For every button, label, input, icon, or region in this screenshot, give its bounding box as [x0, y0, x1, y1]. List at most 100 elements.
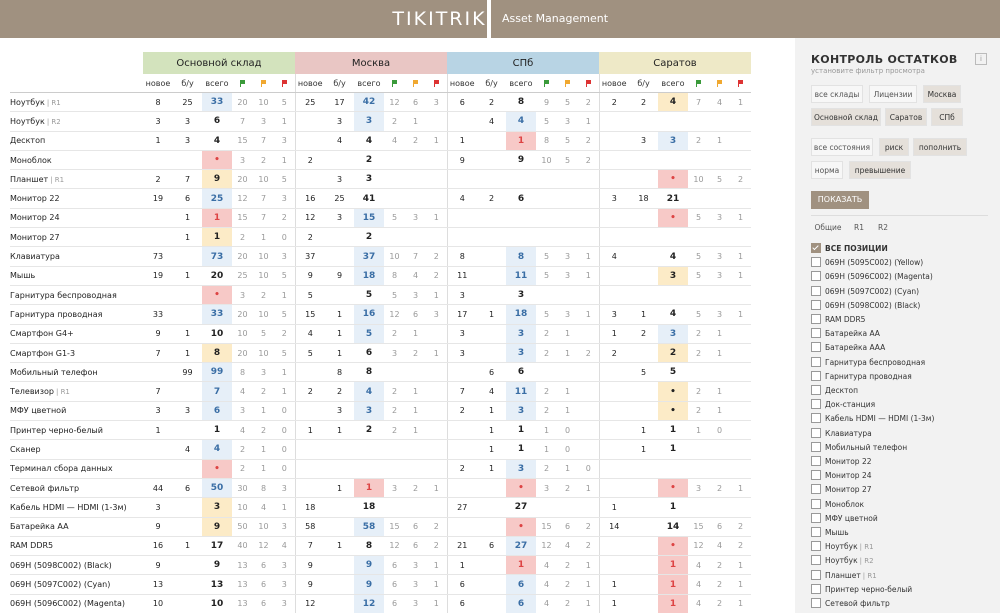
total-count[interactable]: 6	[506, 594, 536, 613]
row-name[interactable]: Телевизор | R1	[10, 381, 143, 402]
green-flag-icon[interactable]	[696, 79, 701, 87]
sub-header-б/у[interactable]: б/у	[477, 74, 506, 93]
status-chip[interactable]: превышение	[849, 161, 911, 179]
total-count[interactable]: 33	[202, 92, 232, 113]
row-name[interactable]: Монитор 24	[10, 208, 143, 229]
total-count[interactable]: 73	[202, 246, 232, 267]
checkbox[interactable]	[811, 385, 821, 395]
total-count[interactable]: 3	[506, 343, 536, 364]
sub-header-новое[interactable]: новое	[294, 74, 325, 93]
total-count[interactable]: 6	[506, 574, 536, 595]
checkbox[interactable]	[811, 342, 821, 353]
total-count[interactable]: 1	[202, 420, 232, 441]
row-name[interactable]: Сканер	[10, 439, 143, 460]
checkbox[interactable]	[811, 498, 821, 509]
total-count[interactable]: 3	[658, 324, 688, 344]
sub-header-всего[interactable]: всего	[506, 74, 536, 93]
checkbox[interactable]	[811, 370, 821, 381]
checkbox[interactable]	[811, 285, 821, 296]
filter-item[interactable]: Принтер черно-белый	[811, 583, 912, 597]
green-flag-icon[interactable]	[240, 79, 245, 87]
total-count[interactable]: 1	[658, 420, 688, 441]
total-count[interactable]	[354, 459, 384, 479]
total-count[interactable]: 99	[202, 362, 232, 383]
total-count[interactable]: 6	[202, 111, 232, 132]
total-count[interactable]: 4	[354, 131, 384, 151]
total-count[interactable]	[658, 227, 688, 248]
total-count[interactable]: 27	[506, 536, 536, 557]
status-chip[interactable]: норма	[811, 161, 843, 179]
group-header-1[interactable]: Москва	[295, 52, 447, 74]
filter-item[interactable]: Монитор 22	[811, 455, 871, 469]
checkbox[interactable]	[811, 470, 821, 481]
total-count[interactable]: 13	[202, 574, 232, 595]
total-count[interactable]: 1	[202, 227, 232, 248]
total-count[interactable]: 3	[658, 266, 688, 286]
total-count[interactable]: •	[658, 208, 688, 229]
row-name[interactable]: Смартфон G1-3	[10, 343, 143, 364]
total-count[interactable]: 11	[506, 381, 536, 402]
checkbox[interactable]	[811, 399, 821, 410]
app-logo[interactable]: TIKITRIK	[392, 8, 487, 30]
row-name[interactable]: Сетевой фильтр	[10, 478, 143, 499]
total-count[interactable]: 1	[506, 439, 536, 460]
filter-item[interactable]: Планшет | R1	[811, 569, 877, 583]
row-name[interactable]: Кабель HDMI — HDMI (1-3м)	[10, 497, 143, 518]
row-name[interactable]: 069H (5098C002) (Black)	[10, 555, 143, 576]
total-count[interactable]: 27	[506, 497, 536, 518]
yellow-flag-icon[interactable]	[413, 79, 418, 87]
sub-header-новое[interactable]: новое	[143, 74, 173, 93]
total-count[interactable]: 9	[202, 555, 232, 576]
yellow-flag-icon[interactable]	[261, 79, 266, 87]
total-count[interactable]: 9	[506, 150, 536, 171]
location-chip[interactable]: СПб	[931, 108, 963, 126]
total-count[interactable]: 42	[354, 92, 384, 113]
total-count[interactable]: •	[506, 517, 536, 537]
sub-header-б/у[interactable]: б/у	[325, 74, 354, 93]
filter-item[interactable]: Клавиатура	[811, 427, 872, 441]
row-name[interactable]: Мышь	[10, 266, 143, 286]
total-count[interactable]: 4	[658, 246, 688, 267]
total-count[interactable]: 21	[658, 188, 688, 209]
tab-общие[interactable]: Общие	[814, 223, 842, 232]
sub-header-б/у[interactable]: б/у	[173, 74, 202, 93]
total-count[interactable]: 1	[658, 497, 688, 518]
total-count[interactable]: 8	[354, 536, 384, 557]
total-count[interactable]: 20	[202, 266, 232, 286]
total-count[interactable]: 5	[354, 324, 384, 344]
total-count[interactable]: 18	[354, 266, 384, 286]
total-count[interactable]: 1	[506, 420, 536, 441]
row-name[interactable]: Принтер черно-белый	[10, 420, 143, 441]
filter-item[interactable]: Ноутбук | R2	[811, 554, 874, 568]
row-name[interactable]: Ноутбук | R2	[10, 111, 143, 132]
total-count[interactable]: 11	[506, 266, 536, 286]
group-header-0[interactable]: Основной склад	[143, 52, 295, 74]
total-count[interactable]: 17	[202, 536, 232, 557]
total-count[interactable]: 3	[354, 169, 384, 190]
show-button[interactable]: ПОКАЗАТЬ	[811, 191, 869, 209]
total-count[interactable]: 14	[658, 517, 688, 537]
group-header-3[interactable]: Саратов	[599, 52, 751, 74]
location-chip[interactable]: Основной склад	[811, 108, 881, 126]
filter-item[interactable]: Сетевой фильтр	[811, 597, 890, 611]
location-chip[interactable]: Москва	[923, 85, 961, 103]
location-chip[interactable]: Лицензии	[869, 85, 917, 103]
checkbox[interactable]	[811, 484, 821, 495]
red-flag-icon[interactable]	[585, 79, 591, 87]
status-chip[interactable]: все состояния	[811, 138, 873, 156]
total-count[interactable]	[506, 169, 536, 190]
info-icon[interactable]: i	[975, 53, 987, 65]
filter-item[interactable]: Батарейка AA	[811, 327, 880, 341]
total-count[interactable]: 8	[202, 343, 232, 364]
total-count[interactable]: 3	[506, 459, 536, 479]
total-count[interactable]: 18	[506, 304, 536, 325]
total-count[interactable]: •	[658, 401, 688, 422]
total-count[interactable]: 1	[506, 555, 536, 576]
total-count[interactable]: 3	[354, 401, 384, 422]
sub-header-новое[interactable]: новое	[446, 74, 477, 93]
total-count[interactable]: 3	[506, 401, 536, 422]
checkbox[interactable]	[811, 583, 821, 594]
row-name[interactable]: Монитор 27	[10, 227, 143, 248]
total-count[interactable]: 3	[202, 497, 232, 518]
total-count[interactable]: 1	[658, 555, 688, 576]
